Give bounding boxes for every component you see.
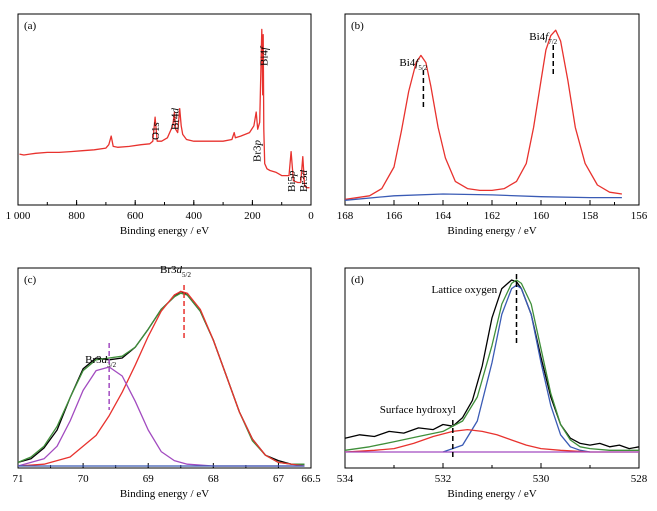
panel-c: 71 70 69 68 67 66.5 Binding energy / eV (c) Br3d… [13,264,322,500]
series-line-3 [17,290,305,467]
x-tick-label: 534 [337,473,354,485]
plot-frame [17,267,312,469]
panel-label: (c) [24,274,37,286]
x-tick-label: 66.5 [301,473,321,485]
x-tick-label: 71 [13,473,24,485]
x-axis-label: Binding energy / eV [447,488,536,500]
panel-b: 168 166 164 162 160 158 156 Binding energy / eV… [337,13,648,237]
plot-frame [17,13,312,206]
panel-label: (b) [351,20,364,32]
x-axis-label: Binding energy / eV [120,488,209,500]
x-tick-label: 166 [386,210,403,222]
x-tick-label: 162 [484,210,501,222]
annotation-label: Bi4f [259,45,271,66]
annotation-label: Br3d5/2 [160,264,191,279]
panel-d: 534 532 530 528 Binding energy / eV (d) Lattic… [337,267,648,500]
annotation-label: Lattice oxygen [432,284,498,296]
x-tick-label: 800 [68,210,85,222]
annotation-label: Surface hydroxyl [380,404,456,416]
x-tick-label: 158 [582,210,599,222]
x-tick-label: 400 [186,210,203,222]
x-tick-label: 528 [631,473,648,485]
series-line-4 [17,366,305,467]
x-tick-label: 1 000 [6,210,31,222]
x-tick-label: 532 [435,473,452,485]
annotation-label: Br4d [169,108,181,131]
x-axis-label: Binding energy / eV [120,225,209,237]
annotation-label: Bi5p [286,170,298,192]
x-tick-label: 160 [533,210,550,222]
x-tick-label: 530 [533,473,550,485]
series-line-3 [442,284,591,453]
x-tick-label: 164 [435,210,452,222]
x-tick-label: 168 [337,210,354,222]
x-tick-label: 67 [273,473,285,485]
annotation-label: Br3d [298,170,310,193]
series-line-1 [344,29,622,201]
panel-label: (d) [351,274,364,286]
x-tick-label: 156 [631,210,648,222]
series-line-2 [344,279,639,451]
annotation-label: Br3d3/2 [85,354,116,369]
x-tick-label: 68 [208,473,220,485]
series-line-2 [344,193,622,201]
annotation-label: Br3p [252,140,264,163]
x-tick-label: 200 [244,210,261,222]
x-tick-label: 70 [78,473,90,485]
panel-label: (a) [24,20,37,32]
x-axis-label: Binding energy / eV [447,225,536,237]
annotation-label: O1s [150,122,162,140]
series-line-1 [19,28,310,189]
x-tick-label: 69 [143,473,155,485]
x-tick-label: 0 [308,210,314,222]
x-tick-label: 600 [127,210,144,222]
panel-a: 1 000 800 600 400 200 0 Binding energy / eV (a)… [6,13,314,237]
plot-frame [344,267,640,469]
series-line-1 [344,279,640,450]
series-line-4 [344,428,639,453]
